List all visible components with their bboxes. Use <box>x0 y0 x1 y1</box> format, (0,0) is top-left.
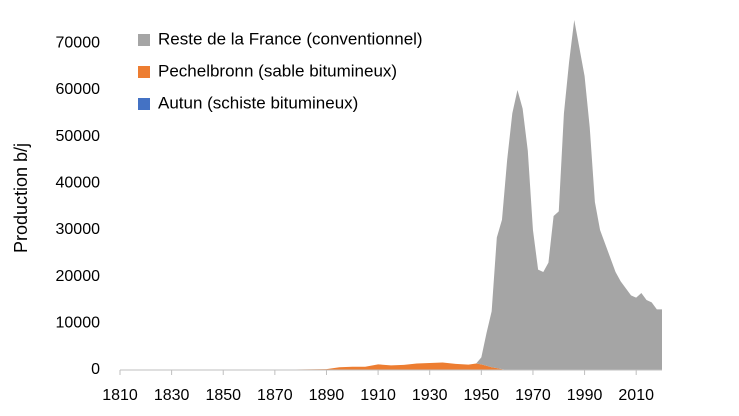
y-tick-label: 30000 <box>56 221 101 238</box>
legend-label: Pechelbronn (sable bitumineux) <box>158 61 397 80</box>
y-tick-label: 60000 <box>56 81 101 98</box>
x-tick-label: 1830 <box>154 387 190 404</box>
x-tick-label: 1910 <box>360 387 396 404</box>
legend-label: Reste de la France (conventionnel) <box>158 29 423 48</box>
x-tick-label: 1850 <box>205 387 241 404</box>
x-tick-label: 1890 <box>309 387 345 404</box>
area <box>120 362 662 370</box>
x-tick-label: 2010 <box>618 387 654 404</box>
legend-swatch <box>138 34 150 46</box>
x-tick-label: 1990 <box>567 387 603 404</box>
x-tick-label: 1950 <box>464 387 500 404</box>
y-tick-label: 20000 <box>56 268 101 285</box>
y-tick-label: 70000 <box>56 35 101 52</box>
x-tick-label: 1810 <box>102 387 138 404</box>
x-tick-label: 1970 <box>515 387 551 404</box>
y-tick-label: 50000 <box>56 128 101 145</box>
legend-swatch <box>138 98 150 110</box>
x-tick-label: 1870 <box>257 387 293 404</box>
y-tick-label: 40000 <box>56 175 101 192</box>
x-tick-label: 1930 <box>412 387 448 404</box>
y-tick-label: 0 <box>91 361 100 378</box>
legend-label: Autun (schiste bitumineux) <box>158 93 358 112</box>
legend-swatch <box>138 66 150 78</box>
area <box>120 20 662 370</box>
y-tick-label: 10000 <box>56 315 101 332</box>
y-axis-label: Production b/j <box>11 143 31 253</box>
